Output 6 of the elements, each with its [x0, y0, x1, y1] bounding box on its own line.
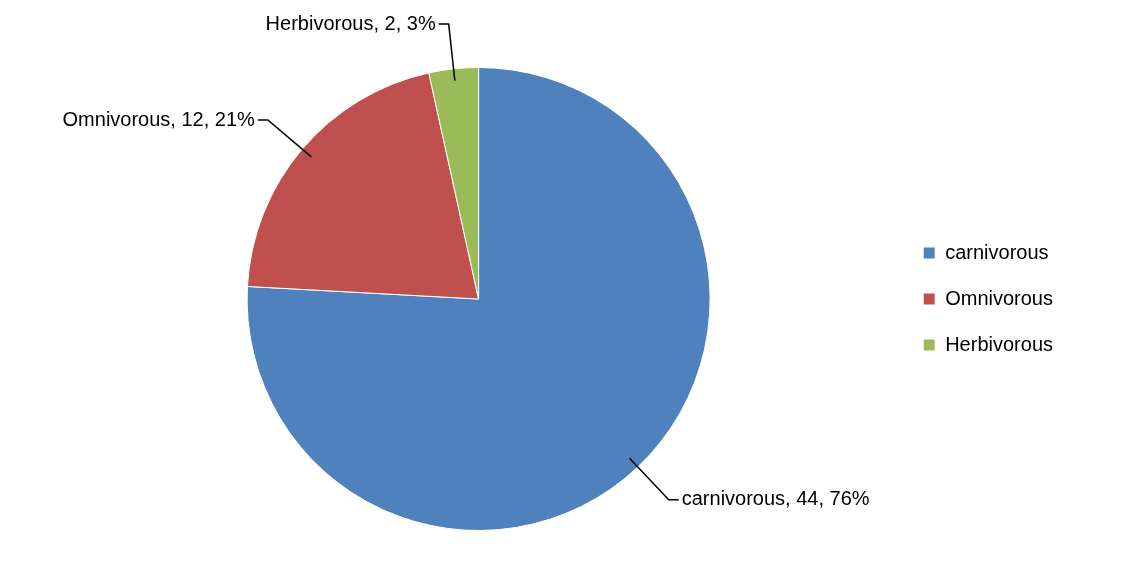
- data-label: Omnivorous, 12, 21%: [62, 107, 256, 130]
- legend-label: Omnivorous: [945, 286, 1053, 309]
- legend-label: Herbivorous: [945, 332, 1054, 355]
- data-label: carnivorous, 44, 76%: [681, 487, 870, 510]
- legend-label: carnivorous: [945, 240, 1049, 263]
- data-label: Herbivorous, 2, 3%: [265, 11, 436, 34]
